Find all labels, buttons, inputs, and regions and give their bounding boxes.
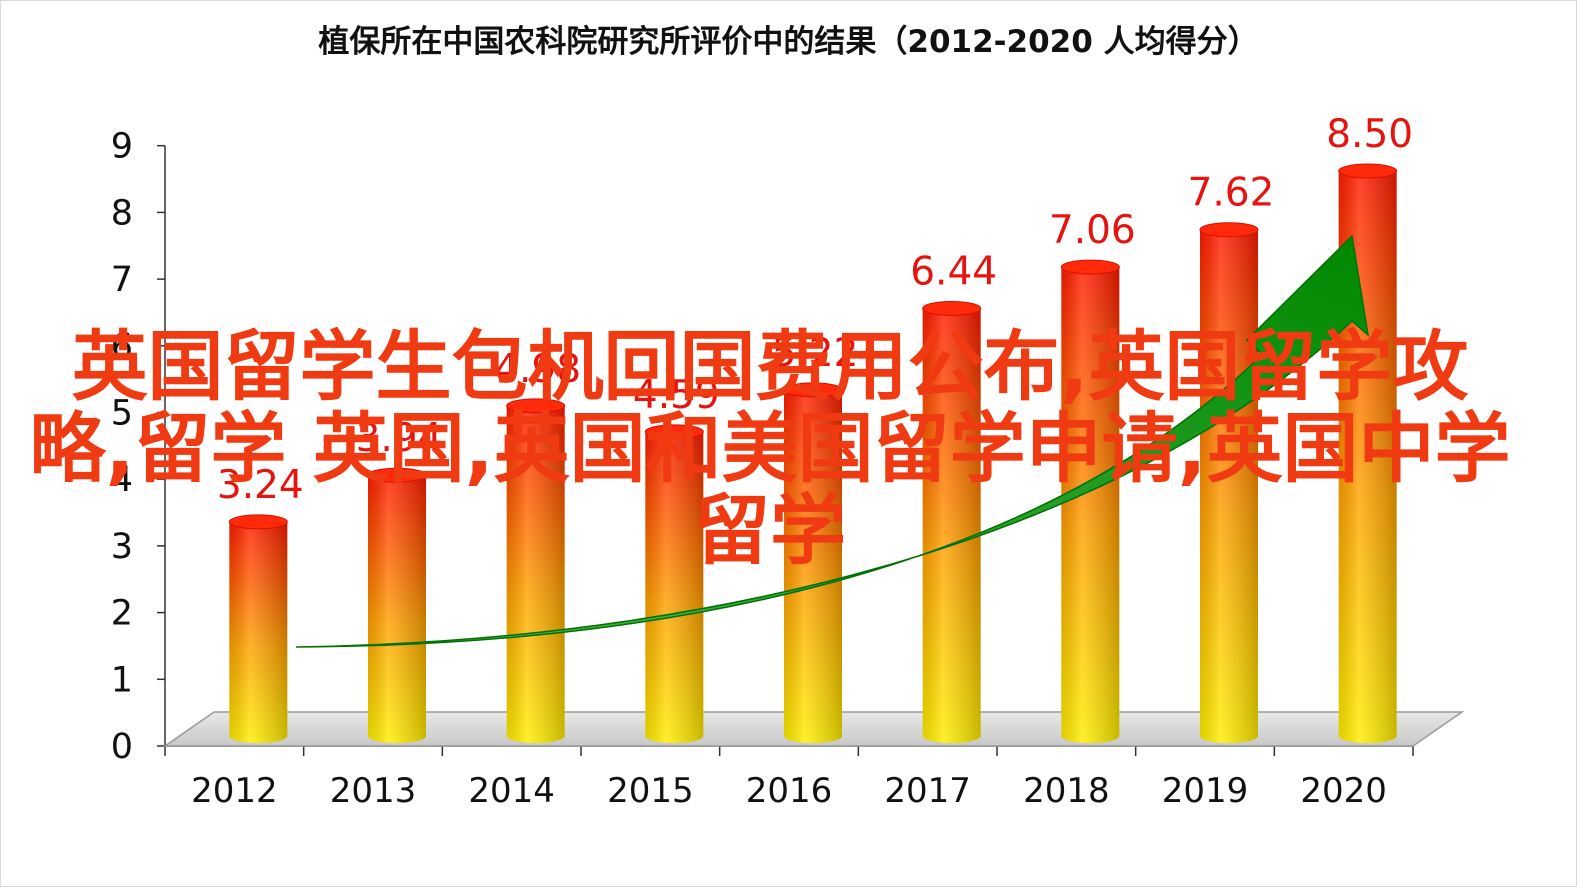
y-tick-label: 3 [111,527,133,567]
bar [506,398,566,743]
y-tick-label: 8 [111,193,133,233]
bar-shading [506,405,565,743]
data-label: 3.94 [356,416,443,461]
y-tick-label: 0 [111,727,133,767]
data-label: 8.50 [1326,112,1413,157]
x-tick-label: 2019 [1162,771,1249,811]
y-tick-label: 7 [111,260,133,300]
bar-shading [229,521,288,743]
x-tick-label: 2013 [330,771,417,811]
bar-top [1060,259,1120,275]
bar-shading [645,431,704,743]
bar-shading [1200,229,1258,744]
x-tick-label: 2018 [1023,771,1110,811]
y-tick-label: 5 [111,394,133,434]
bar-top [228,514,288,530]
bar-top [1199,222,1259,238]
bar-shading [1061,267,1120,743]
bar-shading [368,475,426,743]
bar [1060,259,1120,743]
trend-arrow [295,234,1370,648]
x-tick-label: 2012 [191,771,278,811]
y-tick-label: 1 [111,660,133,700]
bar [367,467,427,743]
data-label: 4.98 [494,347,581,392]
y-tick-label: 2 [111,594,133,634]
data-label: 7.06 [1049,208,1136,253]
x-tick-label: 2017 [884,771,971,811]
y-tick-label: 4 [111,460,133,500]
bar [228,514,288,743]
data-label: 4.59 [633,373,720,418]
y-tick-label: 6 [111,327,133,367]
data-label: 3.24 [217,463,304,508]
data-label: 7.62 [1188,171,1275,216]
bar-shading [922,308,981,743]
bar-shading [784,389,842,743]
bar [1199,222,1259,744]
chart-title: 植保所在中国农科院研究所评价中的结果（2012-2020 人均得分） [318,24,1259,60]
data-label: 6.44 [910,249,997,294]
bar-top [644,424,704,440]
bar-top [506,398,566,414]
bar [783,382,843,743]
data-label: 5.22 [772,331,859,376]
x-tick-label: 2015 [607,771,694,811]
y-tick-label: 9 [111,127,133,167]
bar-top [1338,163,1398,179]
bar-top [367,467,427,483]
bar-top [922,300,982,316]
bar-top [783,382,843,398]
x-tick-label: 2016 [746,771,833,811]
bar [644,424,704,743]
bar [922,300,982,743]
x-tick-label: 2020 [1300,771,1387,811]
x-tick-label: 2014 [468,771,555,811]
